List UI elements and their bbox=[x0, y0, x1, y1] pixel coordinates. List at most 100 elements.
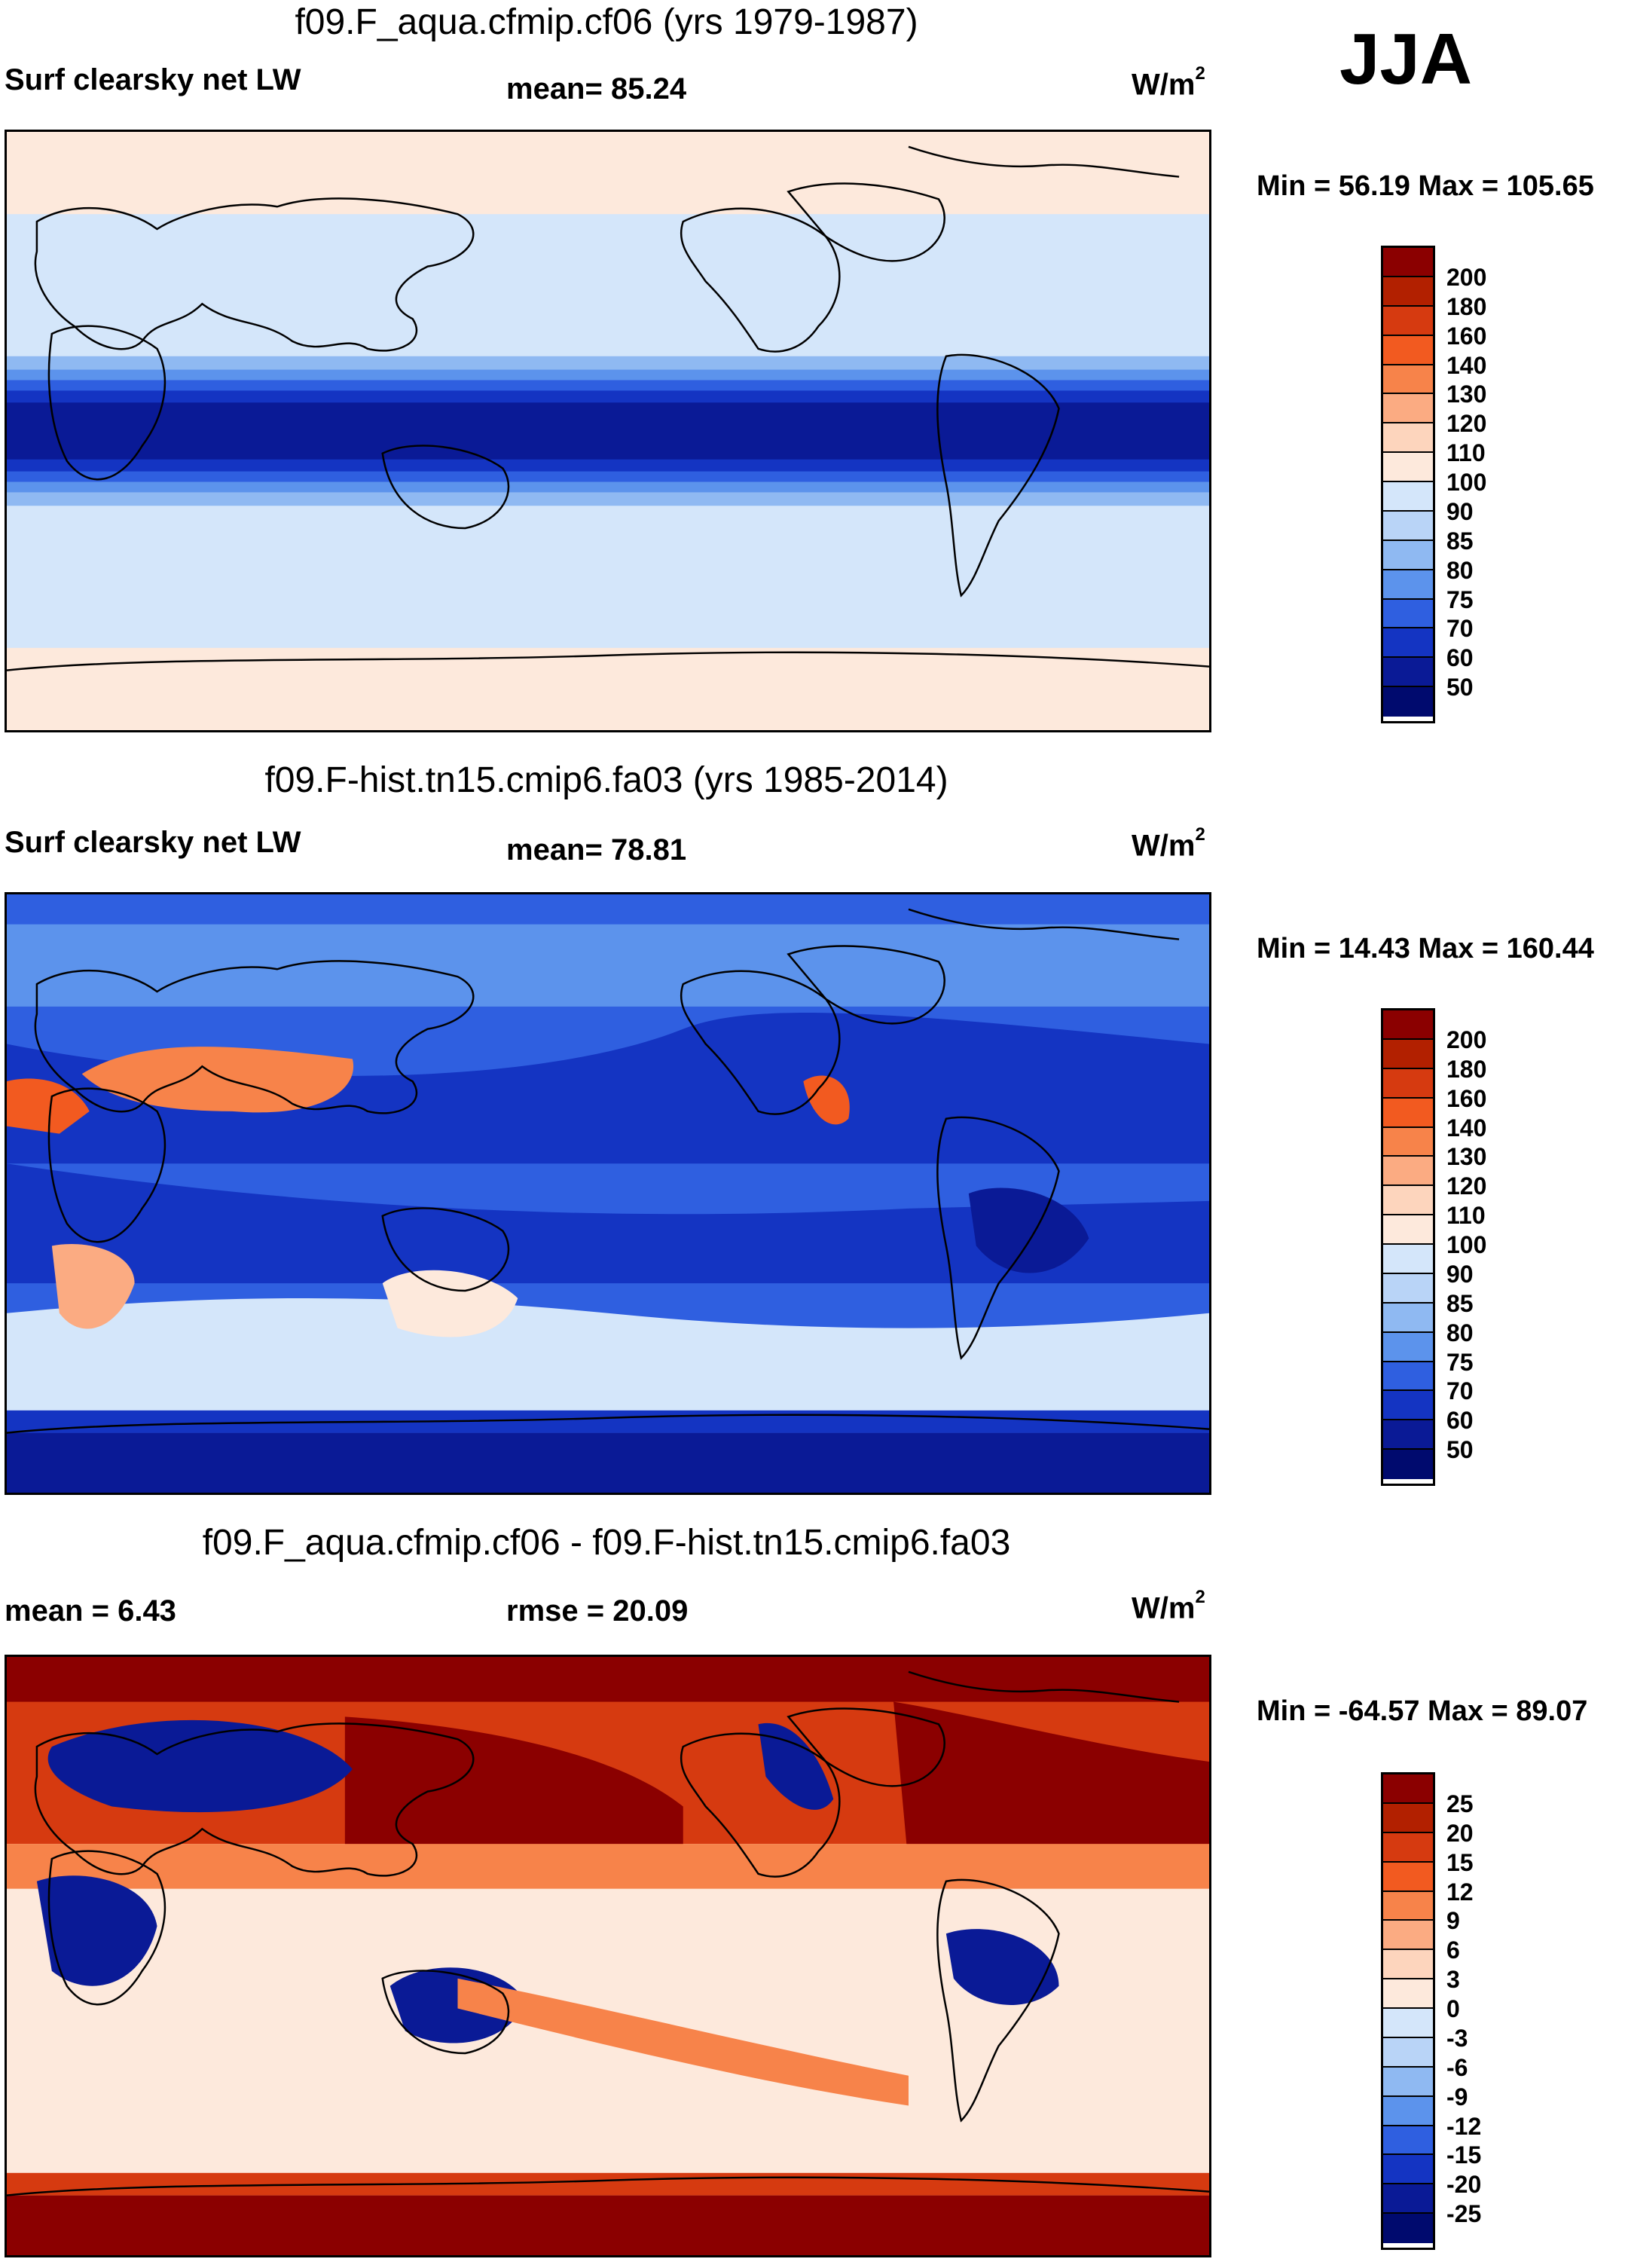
colorbar-tick-label: 200 bbox=[1446, 263, 1487, 291]
colorbar-swatch bbox=[1383, 1273, 1433, 1304]
colorbar-swatch bbox=[1383, 2009, 1433, 2038]
colorbar-tick-label: 120 bbox=[1446, 410, 1487, 438]
colorbar-tick-label: 90 bbox=[1446, 497, 1474, 525]
colorbar-tick-label: 200 bbox=[1446, 1025, 1487, 1053]
coastline bbox=[680, 970, 841, 1115]
colorbar-swatch bbox=[1383, 423, 1433, 454]
colorbar-swatch bbox=[1383, 1127, 1433, 1157]
coastline bbox=[381, 445, 510, 530]
colorbar-tick-label: 20 bbox=[1446, 1819, 1474, 1847]
panel-3-rmse-label: rmse = 20.09 bbox=[506, 1594, 689, 1628]
coastline bbox=[787, 1707, 945, 1787]
panel-2-colorbar bbox=[1381, 1008, 1435, 1486]
colorbar-swatch bbox=[1383, 1921, 1433, 1951]
coastline bbox=[34, 960, 475, 1114]
panel-3-minmax: Min = -64.57 Max = 89.07 bbox=[1257, 1695, 1588, 1727]
colorbar-swatch bbox=[1383, 1950, 1433, 1980]
colorbar-swatch bbox=[1383, 1891, 1433, 1921]
coastline bbox=[680, 1732, 841, 1878]
panel-3-units: W/m2 bbox=[1132, 1587, 1205, 1625]
colorbar-swatch bbox=[1383, 628, 1433, 659]
coastline bbox=[680, 207, 841, 353]
colorbar-swatch bbox=[1383, 687, 1433, 717]
colorbar-swatch bbox=[1383, 1157, 1433, 1187]
panel-3-mean-label: mean = 6.43 bbox=[5, 1594, 176, 1628]
colorbar-tick-label: 60 bbox=[1446, 1407, 1474, 1435]
colorbar-swatch bbox=[1383, 570, 1433, 600]
colorbar-tick-label: 0 bbox=[1446, 1995, 1460, 2022]
colorbar-tick-label: 60 bbox=[1446, 644, 1474, 672]
panel-1-map-svg bbox=[7, 132, 1209, 730]
colorbar-swatch bbox=[1383, 2037, 1433, 2068]
panel-2-mean-label: mean= 78.81 bbox=[506, 833, 687, 867]
panel-3-map bbox=[5, 1655, 1211, 2257]
colorbar-swatch bbox=[1383, 1450, 1433, 1479]
panel-1-colorbar-labels: 200 180 160 140 130 120 110 100 90 85 80 75 70 60 50 bbox=[1446, 246, 1537, 723]
colorbar-tick-label: 110 bbox=[1446, 1202, 1486, 1230]
colorbar-swatch bbox=[1383, 1391, 1433, 1421]
colorbar-tick-label: 160 bbox=[1446, 322, 1487, 350]
colorbar-tick-label: 180 bbox=[1446, 292, 1487, 320]
colorbar-tick-label: 160 bbox=[1446, 1084, 1487, 1112]
colorbar-tick-label: -6 bbox=[1446, 2053, 1468, 2081]
panel-2-colorbar-labels: 200 180 160 140 130 120 110 100 90 85 80 75 70 60 50 bbox=[1446, 1008, 1537, 1486]
colorbar-swatch bbox=[1383, 1010, 1433, 1040]
colorbar-swatch bbox=[1383, 1420, 1433, 1450]
coastline bbox=[787, 182, 945, 262]
panel-1-minmax: Min = 56.19 Max = 105.65 bbox=[1257, 170, 1594, 202]
colorbar-tick-label: 85 bbox=[1446, 527, 1474, 555]
colorbar-swatch bbox=[1383, 1039, 1433, 1069]
panel-1-map bbox=[5, 130, 1211, 732]
colorbar-tick-label: -9 bbox=[1446, 2083, 1468, 2111]
colorbar-swatch bbox=[1383, 2096, 1433, 2126]
colorbar-tick-label: 12 bbox=[1446, 1878, 1474, 1906]
panel-1-title: f09.F_aqua.cfmip.cf06 (yrs 1979-1987) bbox=[295, 2, 918, 42]
panel-3-colorbar bbox=[1381, 1772, 1435, 2250]
colorbar-tick-label: 100 bbox=[1446, 469, 1487, 496]
panel-1-mean-label: mean= 85.24 bbox=[506, 72, 687, 105]
colorbar-tick-label: 50 bbox=[1446, 1436, 1474, 1464]
colorbar-swatch bbox=[1383, 2184, 1433, 2215]
colorbar-swatch bbox=[1383, 394, 1433, 424]
colorbar-swatch bbox=[1383, 248, 1433, 277]
colorbar-swatch bbox=[1383, 1862, 1433, 1892]
colorbar-tick-label: 180 bbox=[1446, 1055, 1487, 1083]
colorbar-swatch bbox=[1383, 335, 1433, 365]
panel-1-colorbar bbox=[1381, 246, 1435, 723]
panel-2-map-svg bbox=[7, 894, 1209, 1493]
colorbar-tick-label: 140 bbox=[1446, 351, 1487, 379]
coastline bbox=[936, 1878, 1060, 2123]
colorbar-tick-label: 80 bbox=[1446, 556, 1474, 584]
colorbar-swatch bbox=[1383, 2126, 1433, 2156]
colorbar-tick-label: 75 bbox=[1446, 585, 1474, 613]
season-label: JJA bbox=[1339, 19, 1473, 99]
colorbar-swatch bbox=[1383, 599, 1433, 629]
colorbar-swatch bbox=[1383, 1303, 1433, 1333]
colorbar-tick-label: 25 bbox=[1446, 1790, 1474, 1817]
colorbar-tick-label: 90 bbox=[1446, 1260, 1474, 1288]
colorbar-swatch bbox=[1383, 540, 1433, 570]
panel-1-variable-label: Surf clearsky net LW bbox=[5, 63, 301, 96]
colorbar-tick-label: 50 bbox=[1446, 674, 1474, 701]
colorbar-tick-label: 70 bbox=[1446, 615, 1474, 643]
colorbar-swatch bbox=[1383, 1098, 1433, 1128]
coastline bbox=[47, 1850, 166, 2006]
colorbar-swatch bbox=[1383, 658, 1433, 688]
colorbar-swatch bbox=[1383, 1979, 1433, 2009]
coastline bbox=[936, 353, 1060, 598]
coastline bbox=[381, 1207, 510, 1292]
colorbar-tick-label: -12 bbox=[1446, 2112, 1482, 2140]
panel-2-variable-label: Surf clearsky net LW bbox=[5, 826, 301, 859]
colorbar-tick-label: -3 bbox=[1446, 2024, 1468, 2052]
panel-2-map bbox=[5, 892, 1211, 1495]
colorbar-swatch bbox=[1383, 2155, 1433, 2185]
colorbar-swatch bbox=[1383, 2067, 1433, 2097]
colorbar-tick-label: 15 bbox=[1446, 1848, 1474, 1876]
coastline bbox=[936, 1116, 1060, 1360]
panel-2-units: W/m2 bbox=[1132, 824, 1205, 863]
colorbar-swatch bbox=[1383, 1068, 1433, 1099]
coastline bbox=[34, 197, 475, 352]
coastline bbox=[47, 1087, 166, 1243]
panel-3-map-svg bbox=[7, 1657, 1209, 2255]
coastline bbox=[7, 651, 1209, 671]
